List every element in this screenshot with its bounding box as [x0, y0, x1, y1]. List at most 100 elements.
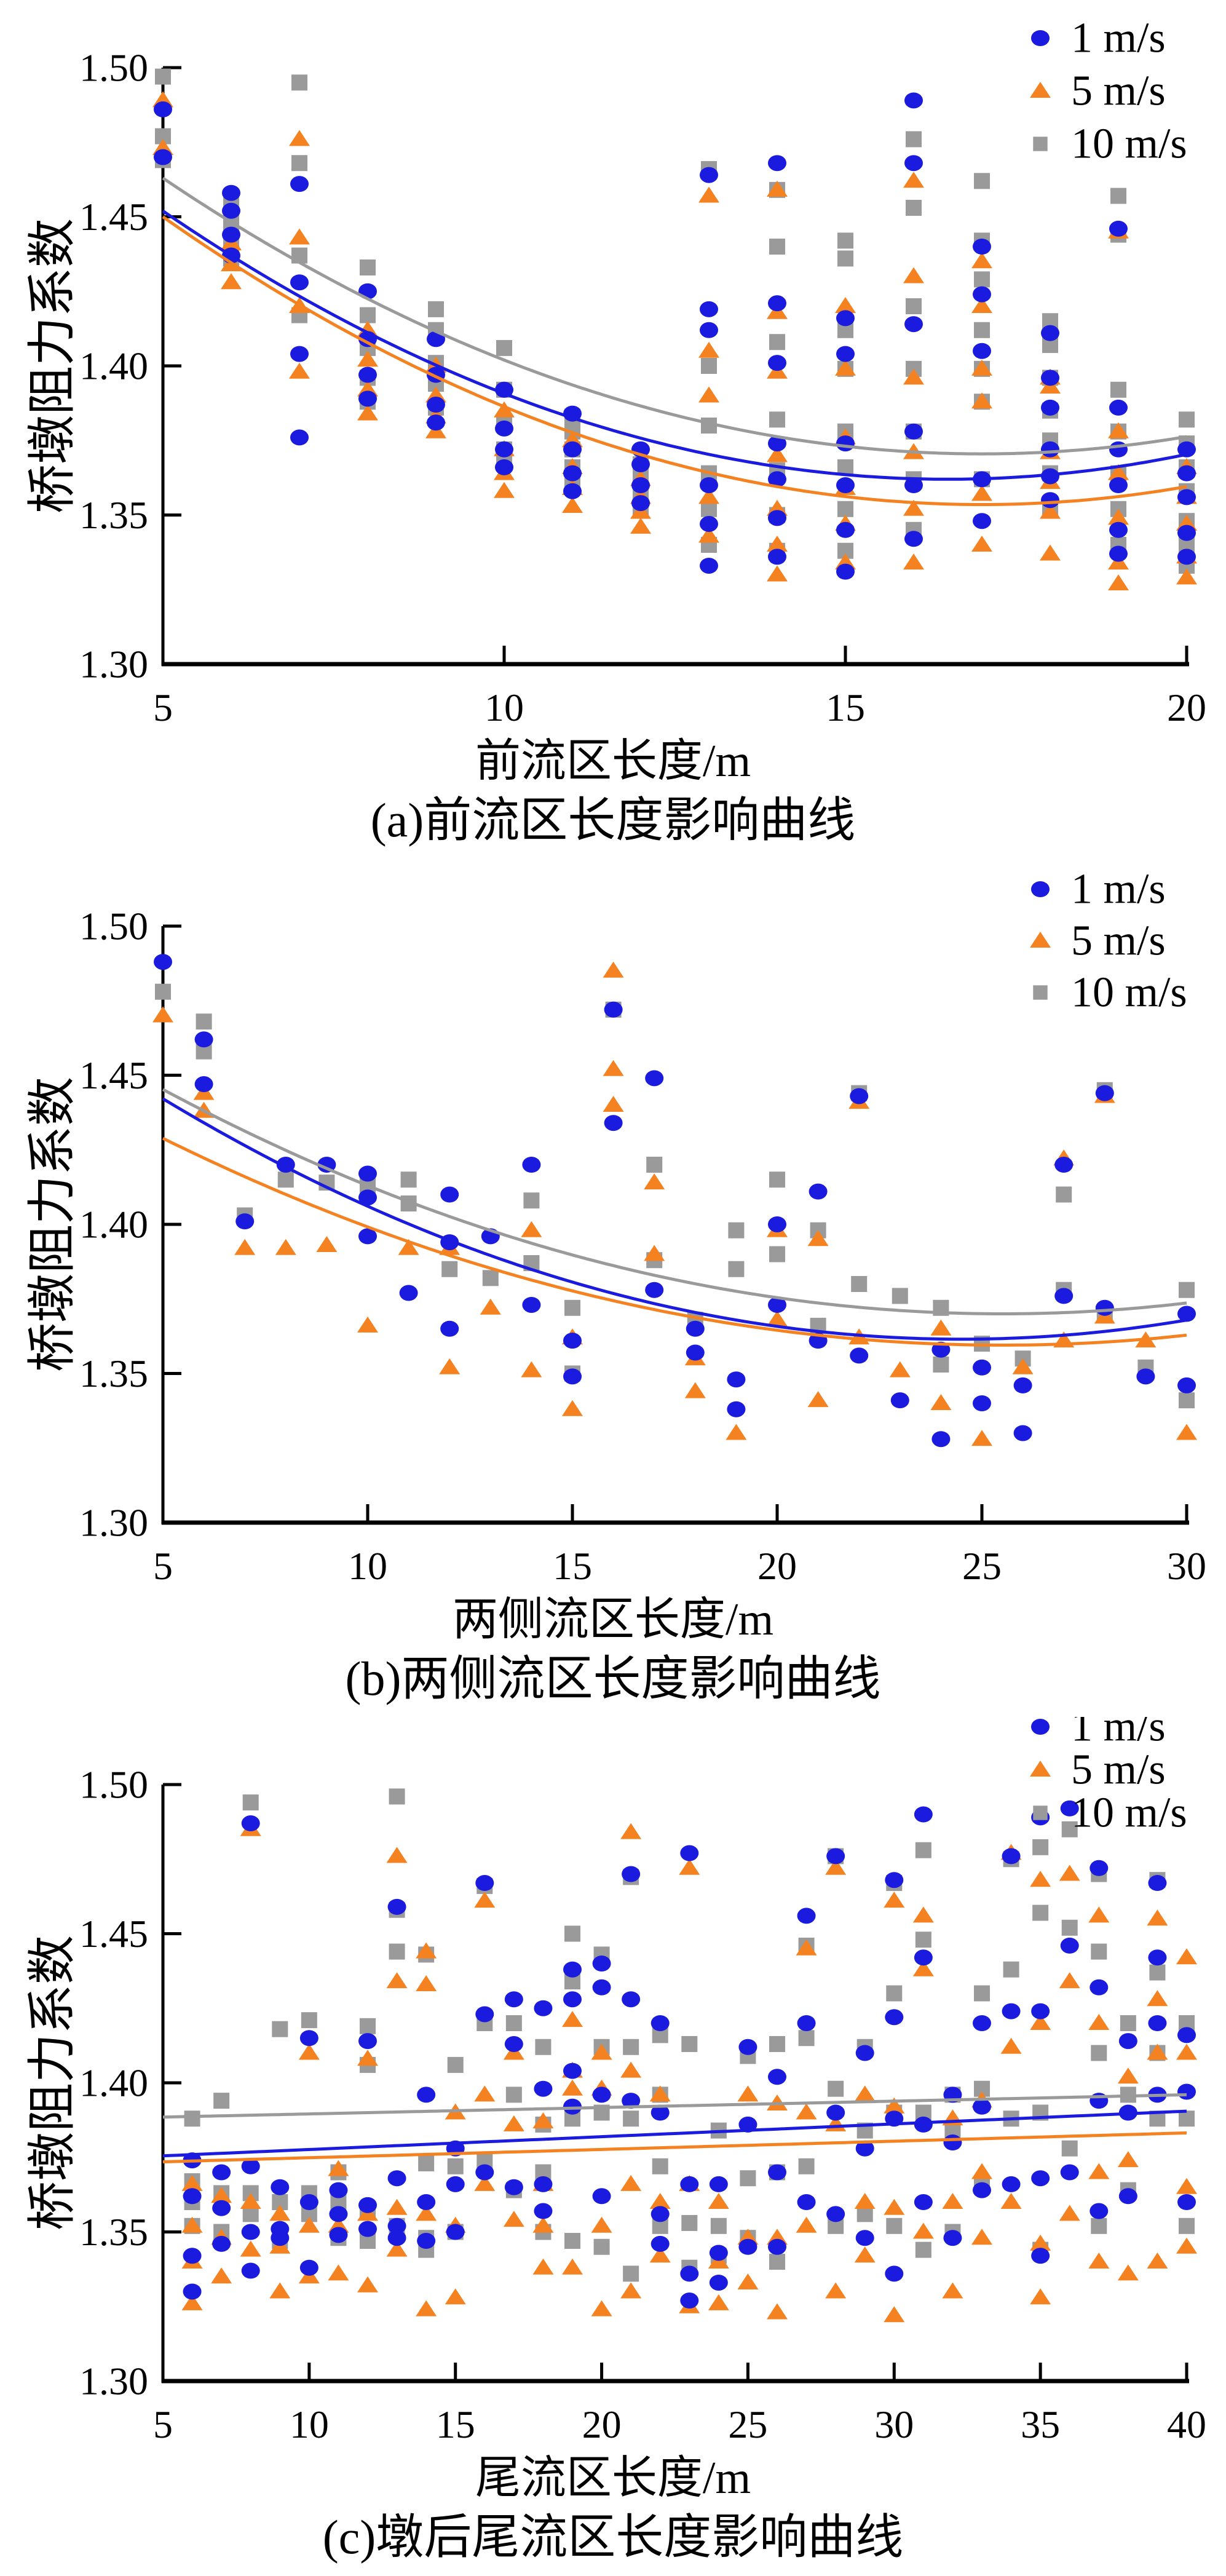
- scatter-point: [904, 155, 923, 172]
- scatter-point: [534, 2000, 553, 2016]
- scatter-point: [886, 1985, 903, 2002]
- scatter-point: [797, 2194, 816, 2210]
- scatter-point: [768, 295, 786, 312]
- y-tick-label: 1.40: [79, 344, 148, 388]
- scatter-point: [885, 1872, 904, 1888]
- scatter-point: [317, 1157, 336, 1173]
- x-tick-label: 25: [728, 2403, 767, 2446]
- scatter-point: [591, 2216, 612, 2233]
- scatter-point: [563, 2063, 582, 2079]
- scatter-point: [427, 414, 445, 431]
- scatter-point: [906, 298, 922, 314]
- scatter-point: [398, 1238, 419, 1255]
- scatter-point: [912, 1960, 934, 1976]
- legend-label: 5 m/s: [1071, 68, 1166, 115]
- scatter-point: [1117, 2067, 1139, 2084]
- scatter-point: [181, 2216, 203, 2233]
- x-tick-label: 15: [826, 686, 865, 729]
- scatter-point: [328, 2264, 349, 2281]
- y-tick-label: 1.50: [79, 905, 148, 948]
- scatter-point: [825, 1858, 847, 1875]
- scatter-point: [495, 441, 513, 458]
- y-tick-label: 1.30: [79, 1501, 148, 1545]
- scatter-point: [603, 961, 624, 978]
- y-tick-label: 1.35: [79, 1352, 148, 1395]
- scatter-point: [1002, 2003, 1021, 2019]
- scatter-point: [1041, 492, 1059, 509]
- fit-layer: [162, 1088, 1187, 1347]
- scatter-point: [769, 2254, 785, 2270]
- axis-x-label: 尾流区长度/m: [475, 2453, 751, 2503]
- scatter-point: [973, 1359, 991, 1376]
- scatter-point: [299, 2030, 318, 2047]
- scatter-point: [892, 1288, 908, 1304]
- scatter-point: [622, 1991, 641, 2008]
- scatter-point: [360, 259, 376, 275]
- scatter-point: [562, 2258, 583, 2275]
- scatter-point: [1088, 2253, 1110, 2269]
- scatter-point: [475, 1875, 494, 1892]
- scatter-point: [767, 180, 788, 197]
- scatter-point: [835, 359, 856, 376]
- circle-legend-icon: [1031, 30, 1050, 46]
- scatter-point: [521, 1221, 542, 1237]
- scatter-point: [631, 495, 650, 512]
- scatter-point: [563, 1368, 582, 1385]
- scatter-point: [768, 2238, 786, 2255]
- scatter-point: [884, 2198, 905, 2215]
- x-tick-label: 10: [348, 1544, 387, 1588]
- scatter-point: [289, 362, 310, 379]
- scatter-point: [884, 2306, 905, 2323]
- scatter-point: [915, 1932, 931, 1948]
- scatter-point: [915, 2241, 931, 2258]
- scatter-point: [1060, 2164, 1079, 2181]
- scatter-point: [1177, 549, 1196, 565]
- scatter-point: [563, 465, 582, 482]
- scatter-point: [155, 68, 171, 85]
- legend: 1 m/s5 m/s10 m/s: [1030, 866, 1187, 1017]
- legend-label: 1 m/s: [1071, 15, 1166, 62]
- panel-c: 1.30 1.35 1.40 1.45 1.50 5 10 15 20 25 30 35 40 桥墩阻力系…: [0, 1717, 1226, 2575]
- scatter-point: [1061, 2140, 1078, 2157]
- legend-label: 5 m/s: [1071, 1746, 1166, 1794]
- scatter-point: [914, 2194, 933, 2210]
- x-tick-label: 20: [582, 2403, 622, 2446]
- circle-legend-icon: [1031, 881, 1050, 897]
- scatter-point: [1002, 1848, 1021, 1865]
- scatter-point: [825, 2282, 847, 2299]
- x-tick-label: 25: [962, 1544, 1002, 1588]
- fit-curve: [162, 2131, 1187, 2163]
- scatter-point: [1031, 2170, 1050, 2187]
- scatter-point: [971, 536, 992, 552]
- scatter-point: [562, 2011, 583, 2027]
- x-tick-label: 30: [874, 2403, 914, 2446]
- chart-c-canvas: 1.30 1.35 1.40 1.45 1.50 5 10 15 20 25 30 35 40 桥墩阻力系…: [0, 1717, 1226, 2575]
- scatter-point: [652, 2158, 668, 2174]
- scatter-point: [357, 2050, 378, 2066]
- scatter-point: [475, 2006, 494, 2023]
- scatter-point: [592, 1956, 611, 1972]
- scatter-point: [386, 2240, 408, 2257]
- scatter-point: [728, 1261, 745, 1277]
- x-tick-label: 30: [1167, 1544, 1206, 1588]
- scatter-point: [974, 1985, 990, 2002]
- scatter-point: [698, 341, 719, 358]
- scatter-point: [1000, 2037, 1022, 2054]
- scatter-point: [836, 521, 855, 538]
- scatter-point: [269, 2205, 291, 2221]
- chart-a-canvas: 1.30 1.35 1.40 1.45 1.50 5 10 15 20 桥墩阻力系数前流区长度/m…: [0, 0, 1226, 858]
- scatter-layer: [181, 1788, 1197, 2323]
- scatter-point: [358, 1189, 377, 1206]
- scatter-point: [562, 496, 583, 513]
- scatter-point: [563, 441, 582, 458]
- scatter-point: [269, 2282, 291, 2299]
- scatter-point: [973, 1395, 991, 1411]
- panel-a: 1.30 1.35 1.40 1.45 1.50 5 10 15 20 桥墩阻力系数 前流区长度/m…: [0, 0, 1226, 858]
- scatter-point: [971, 485, 992, 501]
- scatter-point: [1060, 1800, 1079, 1817]
- scatter-point: [1109, 545, 1128, 562]
- scatter-point: [1041, 441, 1059, 458]
- scatter-point: [1095, 1085, 1114, 1101]
- scatter-point: [592, 2087, 611, 2103]
- scatter-point: [1040, 544, 1061, 561]
